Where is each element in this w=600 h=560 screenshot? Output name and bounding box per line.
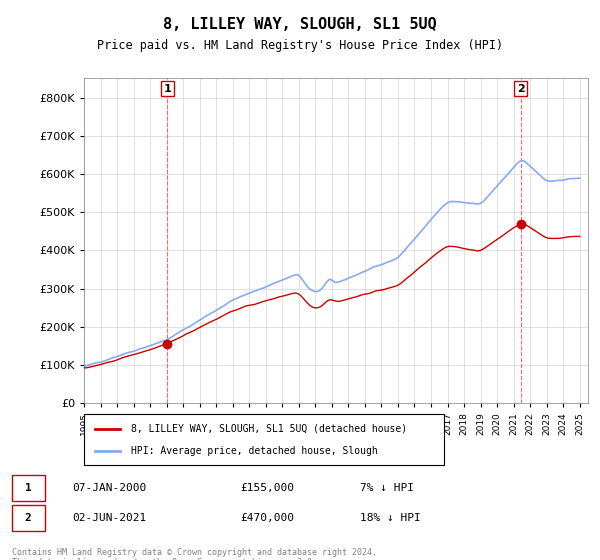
- Text: 1: 1: [25, 483, 32, 493]
- Text: Contains HM Land Registry data © Crown copyright and database right 2024.
This d: Contains HM Land Registry data © Crown c…: [12, 548, 377, 560]
- Text: 7% ↓ HPI: 7% ↓ HPI: [360, 483, 414, 493]
- Text: Price paid vs. HM Land Registry's House Price Index (HPI): Price paid vs. HM Land Registry's House …: [97, 39, 503, 52]
- Text: £155,000: £155,000: [240, 483, 294, 493]
- Text: £470,000: £470,000: [240, 513, 294, 523]
- FancyBboxPatch shape: [12, 505, 45, 531]
- Text: 2: 2: [517, 83, 524, 94]
- Text: 1: 1: [163, 83, 171, 94]
- FancyBboxPatch shape: [12, 475, 45, 501]
- Text: 18% ↓ HPI: 18% ↓ HPI: [360, 513, 421, 523]
- Text: 02-JUN-2021: 02-JUN-2021: [72, 513, 146, 523]
- Text: 8, LILLEY WAY, SLOUGH, SL1 5UQ: 8, LILLEY WAY, SLOUGH, SL1 5UQ: [163, 17, 437, 32]
- Text: 07-JAN-2000: 07-JAN-2000: [72, 483, 146, 493]
- FancyBboxPatch shape: [84, 414, 444, 465]
- Text: 8, LILLEY WAY, SLOUGH, SL1 5UQ (detached house): 8, LILLEY WAY, SLOUGH, SL1 5UQ (detached…: [131, 423, 407, 433]
- Text: 2: 2: [25, 513, 32, 523]
- Text: HPI: Average price, detached house, Slough: HPI: Average price, detached house, Slou…: [131, 446, 377, 456]
